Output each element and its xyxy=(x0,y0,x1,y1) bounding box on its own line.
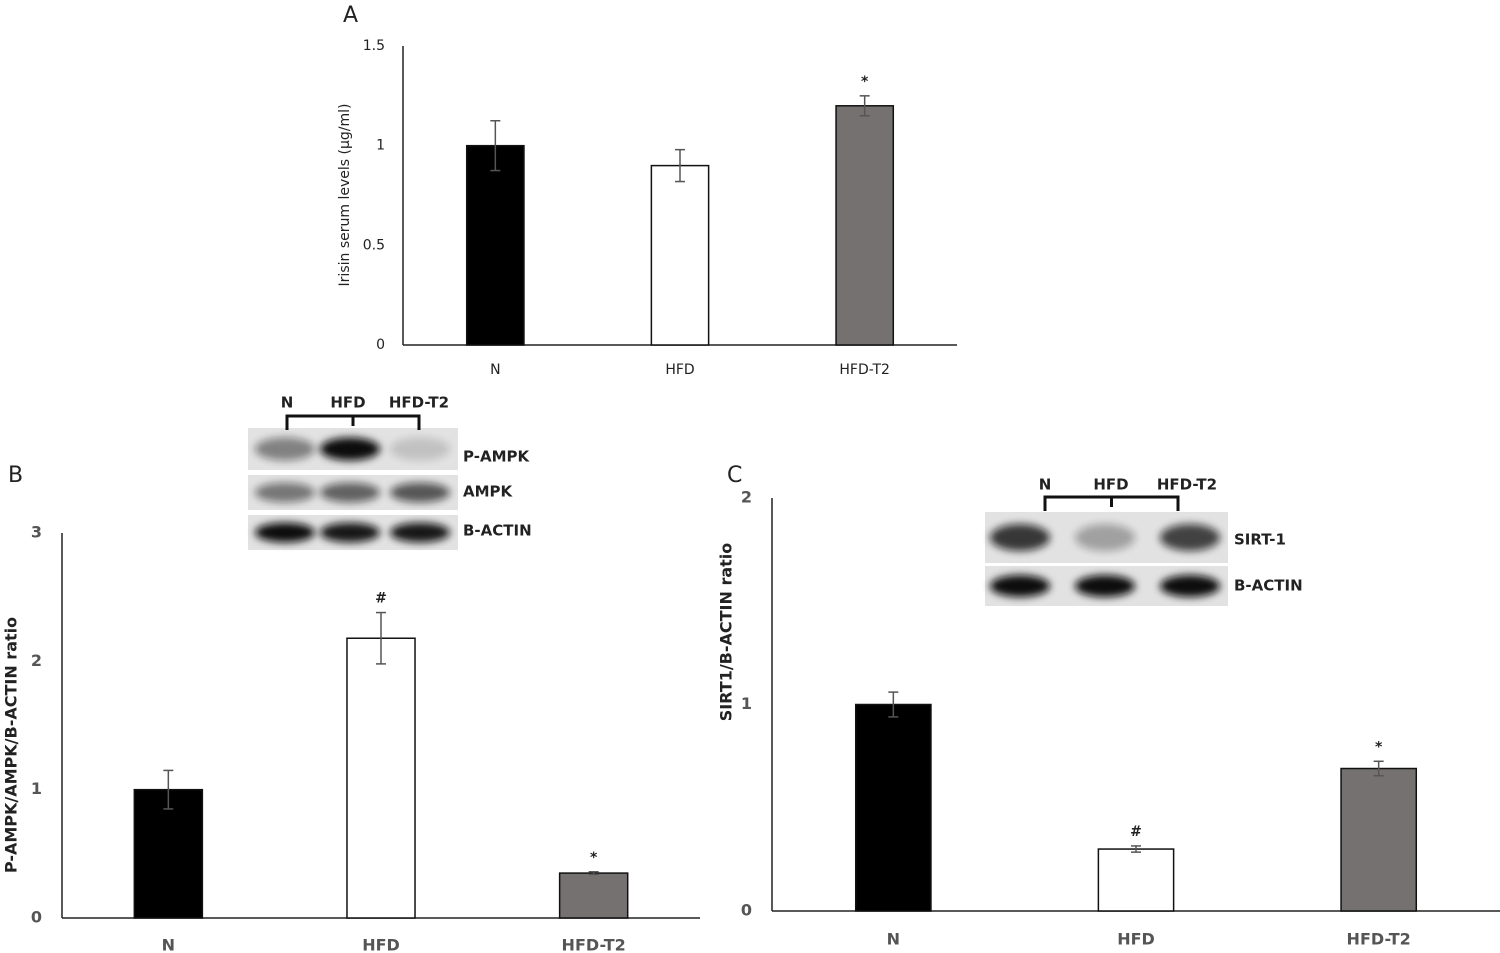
annotation: * xyxy=(590,850,598,866)
lane-label: HFD-T2 xyxy=(389,394,449,412)
bar xyxy=(1097,848,1175,912)
blot-band xyxy=(1160,575,1220,597)
blot-band xyxy=(1075,524,1135,551)
blot-band xyxy=(320,482,380,503)
annotation: # xyxy=(1130,824,1142,840)
band-label: AMPK xyxy=(463,483,514,501)
x-tick-label: N xyxy=(490,362,500,378)
band-label: B-ACTIN xyxy=(463,522,532,540)
annotation: * xyxy=(861,74,869,90)
lane-label: HFD xyxy=(330,394,365,412)
blot-band xyxy=(390,482,450,503)
error-bar xyxy=(675,148,685,183)
blot-band xyxy=(390,522,450,543)
y-tick-label: 2 xyxy=(741,488,752,507)
error-bar xyxy=(490,120,501,172)
y-axis-label: Irisin serum levels (µg/ml) xyxy=(337,104,353,287)
error-bar xyxy=(859,95,870,117)
bar xyxy=(1340,767,1418,912)
blot-band xyxy=(255,522,315,543)
blot-band xyxy=(990,524,1050,551)
annotation: # xyxy=(375,591,387,607)
error-bar xyxy=(1373,760,1384,777)
error-bar xyxy=(1131,845,1141,853)
y-tick-label: 1.5 xyxy=(363,38,385,54)
y-tick-label: 2 xyxy=(31,651,42,670)
y-axis-label: SIRT1/B-ACTIN ratio xyxy=(717,543,736,722)
chart-panel: C SIRT1/B-ACTIN ratio 0 1 2 N HFD HFD-T2 # * N HFD H… xyxy=(717,463,1500,949)
chart-panel: B P-AMPK/AMPK/B-ACTIN ratio 0 1 2 3 N HFD HFD-T2… xyxy=(2,394,700,953)
bar xyxy=(133,788,204,919)
x-tick-label: N xyxy=(887,930,900,949)
x-tick-label: HFD xyxy=(1117,930,1155,949)
bar xyxy=(854,703,932,912)
band-label: B-ACTIN xyxy=(1234,577,1303,595)
y-tick-label: 0 xyxy=(31,908,42,927)
chart-panel: A Irisin serum levels (µg/ml) 0 0.5 1 1.5 N HFD… xyxy=(337,3,957,378)
bar xyxy=(465,144,525,346)
lane-bracket xyxy=(285,414,421,430)
y-tick-label: 0 xyxy=(741,901,752,920)
y-tick-label: 1 xyxy=(741,694,752,713)
blot-band xyxy=(320,522,380,543)
y-tick-label: 1 xyxy=(31,779,42,798)
bar xyxy=(835,105,895,346)
lane-label: N xyxy=(281,394,294,412)
blot-band xyxy=(1160,524,1220,551)
annotation: * xyxy=(1375,739,1383,755)
error-bar xyxy=(376,611,386,665)
error-bar xyxy=(588,871,599,876)
blot-inset: N HFD HFD-T2 P-AMPK AMPK B-ACTIN xyxy=(248,394,532,550)
x-tick-label: HFD xyxy=(665,362,694,378)
panel-label: A xyxy=(343,3,358,28)
error-bar xyxy=(888,691,899,718)
lane-label: HFD xyxy=(1093,476,1128,494)
lane-bracket xyxy=(1043,495,1180,511)
x-tick-label: HFD-T2 xyxy=(562,936,626,953)
bar xyxy=(346,637,416,919)
blot-band xyxy=(320,437,380,461)
blot-band xyxy=(255,482,315,503)
y-tick-label: 1 xyxy=(376,138,385,154)
x-tick-label: HFD-T2 xyxy=(839,362,890,378)
band-label: SIRT-1 xyxy=(1234,531,1286,549)
y-tick-label: 0 xyxy=(376,337,385,353)
lane-label: N xyxy=(1039,476,1052,494)
panel-label: C xyxy=(727,463,742,488)
blot-band xyxy=(390,437,450,461)
lane-label: HFD-T2 xyxy=(1157,476,1217,494)
blot-inset: N HFD HFD-T2 SIRT-1 B-ACTIN xyxy=(985,476,1303,606)
band-label: P-AMPK xyxy=(463,448,530,466)
bar xyxy=(558,872,629,919)
bar xyxy=(650,164,710,346)
x-tick-label: HFD xyxy=(362,936,400,953)
panel-label: B xyxy=(8,463,23,488)
y-tick-label: 0.5 xyxy=(363,237,385,253)
x-tick-label: N xyxy=(162,936,175,953)
blot-band xyxy=(990,575,1050,597)
error-bar xyxy=(163,769,174,810)
y-tick-label: 3 xyxy=(31,523,42,542)
blot-band xyxy=(1075,575,1135,597)
x-tick-label: HFD-T2 xyxy=(1347,930,1411,949)
blot-band xyxy=(255,437,315,461)
y-axis-label: P-AMPK/AMPK/B-ACTIN ratio xyxy=(2,617,21,873)
